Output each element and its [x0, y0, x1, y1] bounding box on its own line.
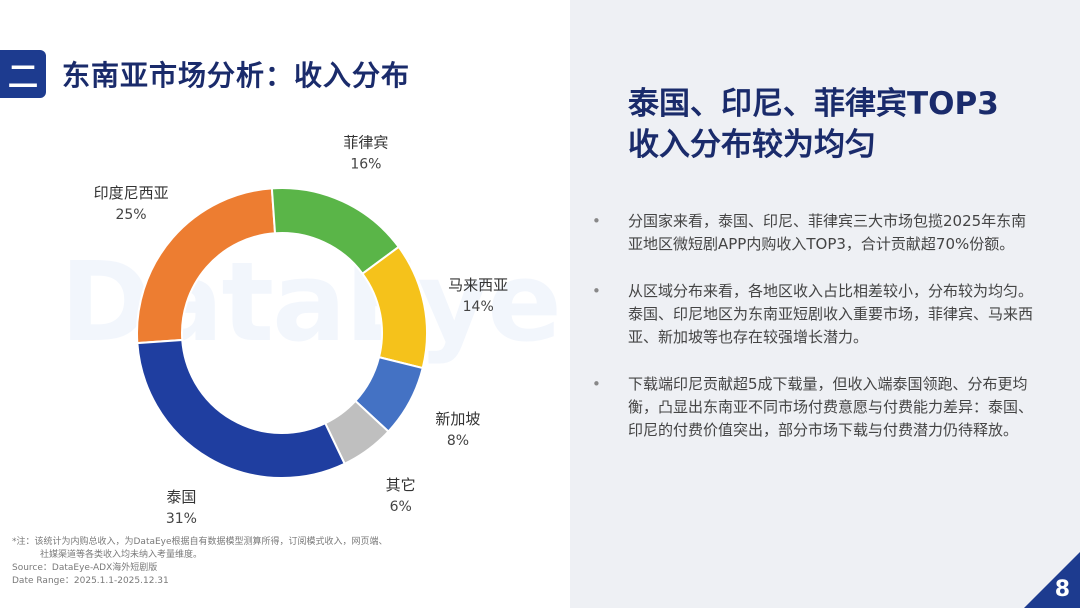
- bullet-text: 从区域分布来看，各地区收入占比相差较小，分布较为均匀。泰国、印尼地区为东南亚短剧…: [628, 282, 1034, 346]
- headline-line-1: 泰国、印尼、菲律宾TOP3: [628, 86, 999, 122]
- footnote: *注：该统计为内购总收入，为DataEye根据自有数据模型测算所得，订阅模式收入…: [12, 536, 552, 588]
- slice-label: 马来西亚: [448, 276, 508, 294]
- bullet-text: 分国家来看，泰国、印尼、菲律宾三大市场包揽2025年东南亚地区微短剧APP内购收…: [628, 212, 1027, 253]
- slice-value-label: 14%: [463, 299, 494, 315]
- donut-slice-5: [136, 338, 346, 479]
- right-panel: [570, 0, 1080, 608]
- date-range-line: Date Range：2025.1.1-2025.12.31: [12, 576, 169, 586]
- bullet-list: • 分国家来看，泰国、印尼、菲律宾三大市场包揽2025年东南亚地区微短剧APP内…: [592, 210, 1038, 466]
- slice-value-label: 25%: [115, 207, 146, 223]
- page-number: 8: [1054, 577, 1070, 602]
- slice-label: 泰国: [166, 488, 196, 506]
- slice-value-label: 16%: [350, 156, 381, 172]
- source-line: Source：DataEye-ADX海外短剧版: [12, 563, 158, 573]
- slice-label: 新加坡: [435, 410, 480, 428]
- headline: 泰国、印尼、菲律宾TOP3 收入分布较为均匀: [628, 84, 999, 166]
- slice-label: 其它: [386, 476, 416, 494]
- bullet-item: • 分国家来看，泰国、印尼、菲律宾三大市场包揽2025年东南亚地区微短剧APP内…: [592, 210, 1038, 256]
- page-corner: [1024, 552, 1080, 608]
- bullet-item: • 从区域分布来看，各地区收入占比相差较小，分布较为均匀。泰国、印尼地区为东南亚…: [592, 280, 1038, 349]
- bullet-item: • 下载端印尼贡献超5成下载量，但收入端泰国领跑、分布更均衡，凸显出东南亚不同市…: [592, 373, 1038, 442]
- footnote-line-2: 社媒渠道等各类收入均未纳入考量维度。: [40, 550, 203, 560]
- bullet-icon: •: [592, 212, 601, 230]
- donut-slice-0: [136, 187, 277, 345]
- slice-value-label: 6%: [390, 499, 412, 515]
- slice-value-label: 8%: [447, 433, 469, 449]
- slice-value-label: 31%: [166, 511, 197, 527]
- footnote-line-1: *注：该统计为内购总收入，为DataEye根据自有数据模型测算所得，订阅模式收入…: [12, 537, 388, 547]
- headline-line-2: 收入分布较为均匀: [628, 127, 876, 163]
- bullet-icon: •: [592, 375, 601, 393]
- bullet-text: 下载端印尼贡献超5成下载量，但收入端泰国领跑、分布更均衡，凸显出东南亚不同市场付…: [628, 375, 1034, 439]
- donut-chart: 印度尼西亚 25% 菲律宾 16% 马来西亚 14% 新加坡 8% 其它 6% 泰国 31%: [94, 133, 509, 527]
- bullet-icon: •: [592, 282, 601, 300]
- page-title: 东南亚市场分析：收入分布: [62, 59, 411, 92]
- section-badge: 二: [0, 50, 46, 98]
- slice-label: 印度尼西亚: [94, 184, 169, 202]
- slice-label: 菲律宾: [343, 133, 388, 151]
